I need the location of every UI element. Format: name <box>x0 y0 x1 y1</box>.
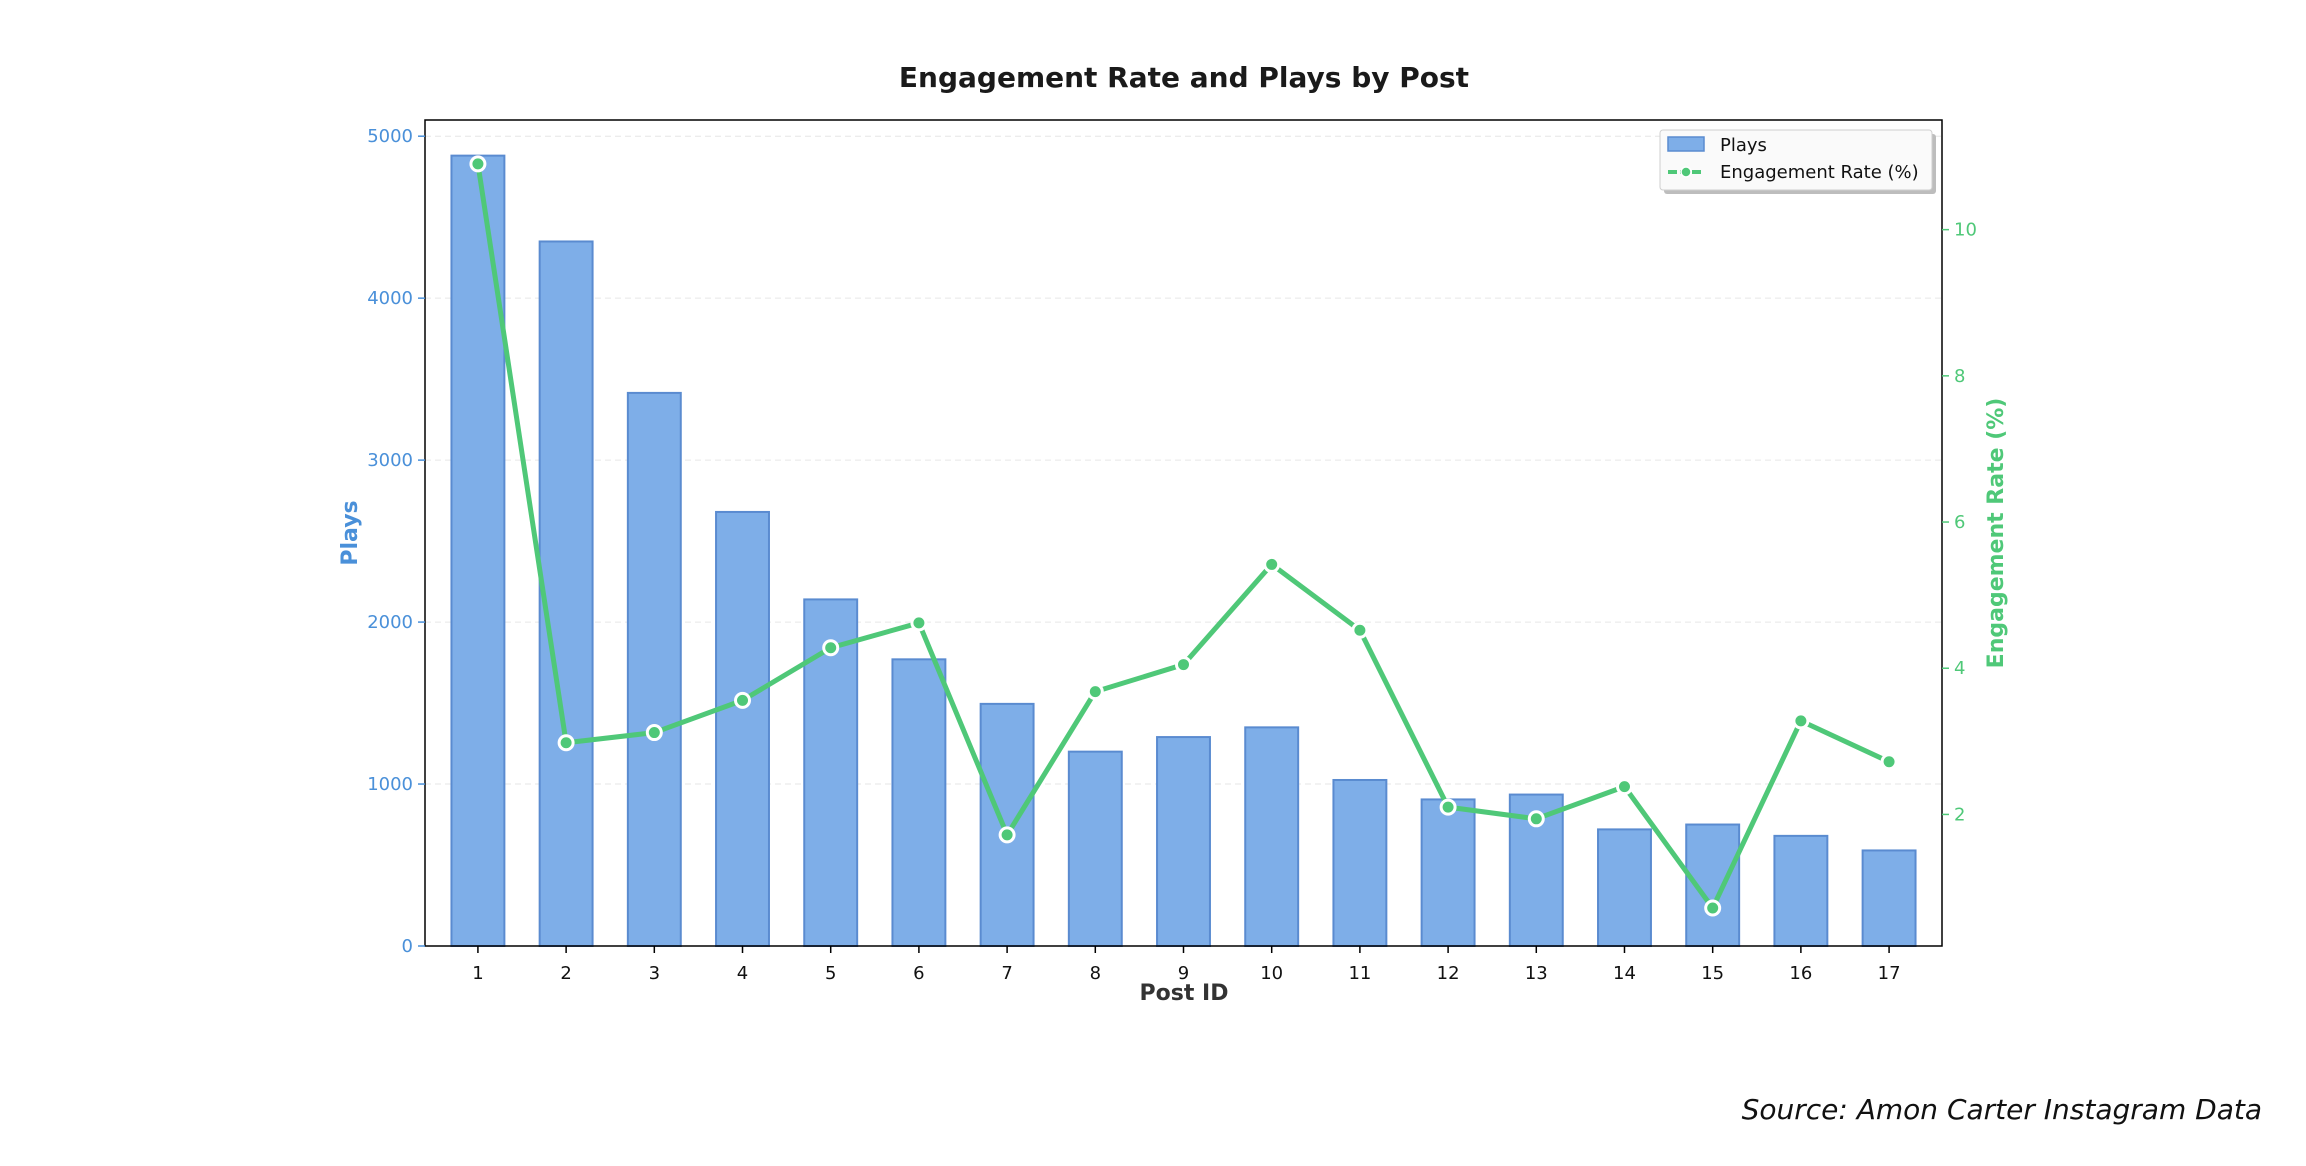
x-tick-label: 12 <box>1437 963 1460 984</box>
left-tick-label: 5000 <box>367 126 413 147</box>
engagement-point <box>557 734 575 752</box>
legend-bar-swatch <box>1667 136 1705 152</box>
plays-bar <box>1861 849 1917 947</box>
x-tick-label: 17 <box>1878 963 1901 984</box>
engagement-point <box>1351 621 1369 639</box>
x-axis-label: Post ID <box>1140 981 1229 1006</box>
right-y-axis-ticks: 2 4 6 8 10 <box>1942 220 1977 825</box>
right-tick-label: 6 <box>1954 512 1965 533</box>
engagement-point <box>1880 753 1898 771</box>
y-axis-label: Plays <box>338 500 363 565</box>
plays-bar <box>538 240 594 947</box>
left-y-axis-ticks: 0 1000 2000 3000 4000 5000 <box>367 126 425 957</box>
x-tick-label: 10 <box>1260 963 1283 984</box>
plays-bar <box>1244 726 1300 948</box>
engagement-point <box>1792 712 1810 730</box>
source-note: Source: Amon Carter Instagram Data <box>1742 1093 2262 1126</box>
engagement-point <box>998 826 1016 844</box>
legend-line-marker <box>1680 166 1692 178</box>
x-tick-label: 7 <box>1001 963 1012 984</box>
plays-bar <box>1773 834 1829 947</box>
engagement-point <box>1439 798 1457 816</box>
engagement-point <box>1615 778 1633 796</box>
chart-title: Engagement Rate and Plays by Post <box>899 61 1469 94</box>
right-tick-label: 10 <box>1954 220 1977 241</box>
engagement-line-series <box>469 155 1898 917</box>
plays-bar <box>891 658 947 947</box>
x-tick-label: 3 <box>649 963 660 984</box>
engagement-point <box>1175 656 1192 674</box>
left-tick-label: 0 <box>402 936 413 957</box>
engagement-point <box>645 724 663 742</box>
x-tick-label: 14 <box>1613 963 1636 984</box>
right-tick-label: 4 <box>1954 658 1965 679</box>
x-tick-label: 11 <box>1348 963 1371 984</box>
legend-label-plays: Plays <box>1720 135 1767 156</box>
left-tick-label: 3000 <box>367 450 413 471</box>
y2-axis-label: Engagement Rate (%) <box>1984 398 2009 669</box>
engagement-point <box>1263 555 1281 573</box>
plays-bar <box>1156 736 1211 948</box>
x-tick-label: 8 <box>1090 963 1101 984</box>
plays-bar <box>1420 798 1476 947</box>
left-tick-label: 4000 <box>367 288 413 309</box>
x-axis-ticks: 1 2 3 4 5 6 7 8 9 10 11 12 13 14 15 16 17 <box>472 946 1901 984</box>
engagement-point <box>1527 810 1545 828</box>
x-tick-label: 13 <box>1525 963 1548 984</box>
x-tick-label: 2 <box>560 963 571 984</box>
engagement-point <box>910 614 928 632</box>
plays-bar <box>1067 750 1123 947</box>
legend-box <box>1659 129 1933 191</box>
x-tick-label: 16 <box>1789 963 1812 984</box>
engagement-point <box>1086 683 1104 701</box>
bar-series <box>450 154 1917 948</box>
x-tick-label: 1 <box>472 963 483 984</box>
x-tick-label: 5 <box>825 963 836 984</box>
x-tick-label: 6 <box>913 963 924 984</box>
right-tick-label: 2 <box>1954 804 1965 825</box>
plays-bar <box>715 510 770 947</box>
engagement-point <box>822 639 840 657</box>
right-tick-label: 8 <box>1954 366 1965 387</box>
x-tick-label: 4 <box>737 963 748 984</box>
plays-bar <box>1597 828 1652 948</box>
chart-legend: Plays Engagement Rate (%) <box>1659 129 1936 194</box>
plays-bar <box>626 391 682 947</box>
engagement-point <box>734 691 752 709</box>
left-tick-label: 2000 <box>367 612 413 633</box>
left-tick-label: 1000 <box>367 774 413 795</box>
engagement-point <box>469 155 487 173</box>
engagement-point <box>1704 899 1722 917</box>
x-tick-label: 9 <box>1178 963 1189 984</box>
x-tick-label: 15 <box>1701 963 1724 984</box>
plays-bar <box>1332 778 1388 947</box>
plays-bar <box>979 702 1035 948</box>
legend-label-engagement: Engagement Rate (%) <box>1720 162 1919 183</box>
